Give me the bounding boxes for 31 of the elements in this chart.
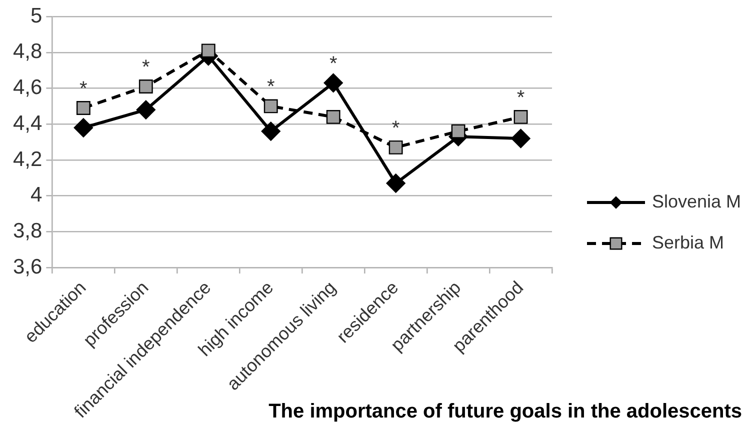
point bbox=[76, 101, 90, 115]
annotation: * bbox=[266, 76, 275, 98]
point bbox=[264, 99, 278, 114]
annotation: * bbox=[329, 52, 338, 75]
legend-label: Serbia M bbox=[652, 232, 724, 252]
annotation: * bbox=[80, 78, 88, 100]
y-tick-label: 3,8 bbox=[12, 219, 42, 242]
point bbox=[451, 124, 466, 138]
y-tick-label: 4,4 bbox=[12, 112, 43, 135]
point bbox=[511, 128, 530, 148]
y-tick-label: 4,6 bbox=[12, 76, 42, 100]
point bbox=[261, 122, 280, 141]
point bbox=[386, 174, 406, 193]
point bbox=[74, 118, 94, 138]
annotation: * bbox=[516, 86, 525, 109]
y-tick-label: 3,6 bbox=[12, 255, 42, 278]
y-tick-label: 4 bbox=[30, 184, 43, 207]
annotation: * bbox=[392, 117, 400, 140]
point bbox=[514, 110, 528, 124]
legend-label: Slovenia M bbox=[652, 191, 742, 212]
point bbox=[326, 110, 340, 124]
point bbox=[136, 100, 156, 120]
point bbox=[201, 44, 216, 58]
y-tick-label: 4,2 bbox=[12, 148, 42, 171]
point bbox=[324, 73, 343, 93]
annotation: * bbox=[142, 56, 150, 78]
point bbox=[138, 80, 153, 94]
y-tick-label: 5 bbox=[30, 4, 42, 28]
x-axis-title: The importance of future goals in the adolescents bbox=[268, 400, 742, 423]
y-tick-label: 4,8 bbox=[12, 40, 42, 64]
point bbox=[388, 140, 403, 154]
